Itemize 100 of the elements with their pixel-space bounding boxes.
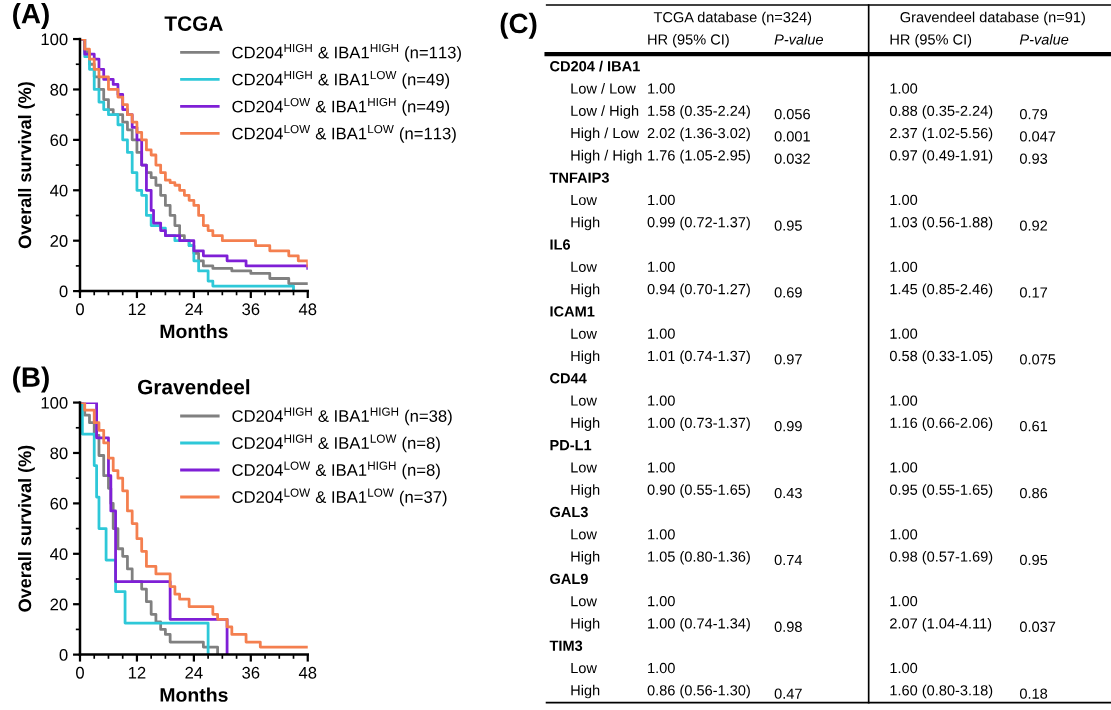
text: 1.60 (0.80-3.18) bbox=[890, 684, 993, 699]
text: 0.88 (0.35-2.24) bbox=[889, 105, 993, 119]
text: 0.17 bbox=[1019, 287, 1048, 298]
category-label: P-value bbox=[1019, 33, 1069, 45]
x-tick-label: 0 bbox=[76, 666, 84, 679]
text: 0.61 bbox=[1019, 421, 1048, 432]
text: 0.047 bbox=[1019, 131, 1056, 142]
text: 1.03 (0.56-1.88) bbox=[890, 216, 993, 231]
y-tick-label: 80 bbox=[50, 447, 68, 460]
text: 2.07 (1.04-4.11) bbox=[890, 617, 992, 632]
category-label: High bbox=[571, 350, 600, 365]
y-tick-label: 20 bbox=[50, 598, 68, 611]
text: 0.98 bbox=[774, 621, 802, 632]
legend-label: CD204$^{HIGH}$ & IBA1$^{HIGH}$ (n=38) bbox=[232, 407, 452, 426]
chart-title: Gravendeel bbox=[137, 379, 250, 395]
y-tick-label: 0 bbox=[59, 285, 68, 298]
category-label: Low / High bbox=[571, 105, 639, 119]
category-label: TNFAIP3 bbox=[549, 172, 609, 183]
y-axis-title: Overall survival (%) bbox=[18, 82, 35, 249]
category-label: GAL9 bbox=[550, 573, 588, 585]
text: 1.00 bbox=[648, 328, 675, 339]
x-tick-label: 12 bbox=[128, 666, 146, 679]
text: 1.16 (0.66-2.06) bbox=[890, 417, 993, 431]
y-tick-label: 40 bbox=[50, 548, 68, 560]
text: 1.05 (0.80-1.36) bbox=[648, 551, 750, 565]
text: 1.00 (0.74-1.34) bbox=[648, 617, 750, 632]
text: 1.01 (0.74-1.37) bbox=[648, 350, 750, 365]
text: 1.00 bbox=[890, 395, 918, 406]
y-axis-title: Overall survival (%) bbox=[18, 445, 35, 612]
text: 1.00 bbox=[890, 595, 918, 607]
category-label: High bbox=[571, 216, 600, 231]
chart-title: TCGA bbox=[164, 16, 223, 31]
x-tick-label: 48 bbox=[298, 303, 317, 316]
legend-label: CD204$^{LOW}$ & IBA1$^{LOW}$ (n=113) bbox=[232, 124, 456, 143]
x-tick-label: 48 bbox=[298, 666, 317, 679]
text: 0.99 bbox=[774, 421, 802, 432]
text: (C) bbox=[500, 12, 537, 39]
text: 2.02 (1.36-3.02) bbox=[647, 127, 750, 142]
text: TCGA database (n=324) bbox=[653, 11, 812, 26]
legend-label: CD204$^{LOW}$ & IBA1$^{LOW}$ (n=37) bbox=[232, 488, 447, 507]
text: 0.94 (0.70-1.27) bbox=[647, 283, 750, 298]
x-tick-label: 0 bbox=[76, 303, 84, 316]
text: 1.00 bbox=[648, 662, 675, 674]
y-tick-label: 40 bbox=[50, 184, 68, 197]
text: 1.00 bbox=[890, 328, 918, 339]
category-label: Low / Low bbox=[571, 82, 636, 94]
category-label: CD204 / IBA1 bbox=[550, 60, 640, 72]
text: 0.43 bbox=[774, 487, 802, 499]
legend-label: CD204$^{LOW}$ & IBA1$^{HIGH}$ (n=49) bbox=[232, 97, 450, 116]
text: 1.00 bbox=[890, 529, 918, 540]
text: 0.58 (0.33-1.05) bbox=[889, 350, 993, 365]
text: 1.00 bbox=[648, 595, 675, 607]
y-tick-label: 60 bbox=[50, 497, 68, 510]
category-label: High bbox=[571, 484, 600, 498]
category-label: Low bbox=[571, 395, 597, 406]
text: 0.98 (0.57-1.69) bbox=[889, 551, 993, 565]
category-label: Low bbox=[571, 529, 597, 540]
text: 0.001 bbox=[774, 131, 810, 142]
text: 0.86 bbox=[1019, 487, 1048, 499]
text: 1.58 (0.35-2.24) bbox=[648, 105, 750, 119]
text: 0.86 (0.56-1.30) bbox=[647, 684, 750, 699]
text: 1.00 bbox=[648, 194, 675, 206]
category-label: ICAM1 bbox=[550, 306, 595, 317]
text: 1.00 bbox=[890, 194, 918, 206]
category-label: Low bbox=[571, 462, 597, 473]
text: 0.92 bbox=[1019, 220, 1048, 231]
text: 1.00 bbox=[890, 662, 918, 674]
text: 0.075 bbox=[1019, 354, 1056, 365]
text: 1.00 bbox=[648, 395, 675, 406]
y-tick-label: 80 bbox=[50, 83, 68, 96]
text: 0.18 bbox=[1019, 688, 1048, 699]
text: 0.95 bbox=[774, 220, 802, 231]
category-label: P-value bbox=[774, 33, 824, 45]
category-label: IL6 bbox=[550, 239, 571, 250]
x-axis-title: Months bbox=[160, 324, 228, 339]
category-label: HR (95% CI) bbox=[890, 33, 972, 48]
y-tick-label: 100 bbox=[41, 33, 68, 46]
x-tick-label: 24 bbox=[185, 303, 203, 315]
y-tick-label: 0 bbox=[59, 649, 68, 661]
legend-label: CD204$^{HIGH}$ & IBA1$^{HIGH}$ (n=113) bbox=[232, 43, 461, 62]
text: 0.74 bbox=[774, 554, 803, 566]
text: 1.00 bbox=[648, 261, 675, 272]
category-label: High / Low bbox=[571, 127, 640, 142]
text: 0.69 bbox=[774, 287, 802, 298]
category-label: High / High bbox=[571, 149, 642, 164]
text: 1.00 bbox=[890, 83, 918, 94]
text: 1.45 (0.85-2.46) bbox=[890, 283, 993, 298]
x-tick-label: 12 bbox=[128, 303, 146, 315]
category-label: GAL3 bbox=[550, 506, 588, 518]
text: 0.032 bbox=[774, 153, 810, 164]
text: 0.037 bbox=[1019, 621, 1056, 632]
y-tick-label: 20 bbox=[50, 235, 68, 247]
text: 1.00 bbox=[890, 462, 918, 473]
text: (B) bbox=[13, 366, 49, 393]
text: 1.00 bbox=[648, 83, 675, 94]
category-label: Low bbox=[571, 194, 597, 206]
category-label: Low bbox=[571, 596, 597, 607]
category-label: TIM3 bbox=[549, 640, 583, 651]
category-label: High bbox=[571, 684, 600, 699]
text: 0.79 bbox=[1019, 108, 1048, 120]
